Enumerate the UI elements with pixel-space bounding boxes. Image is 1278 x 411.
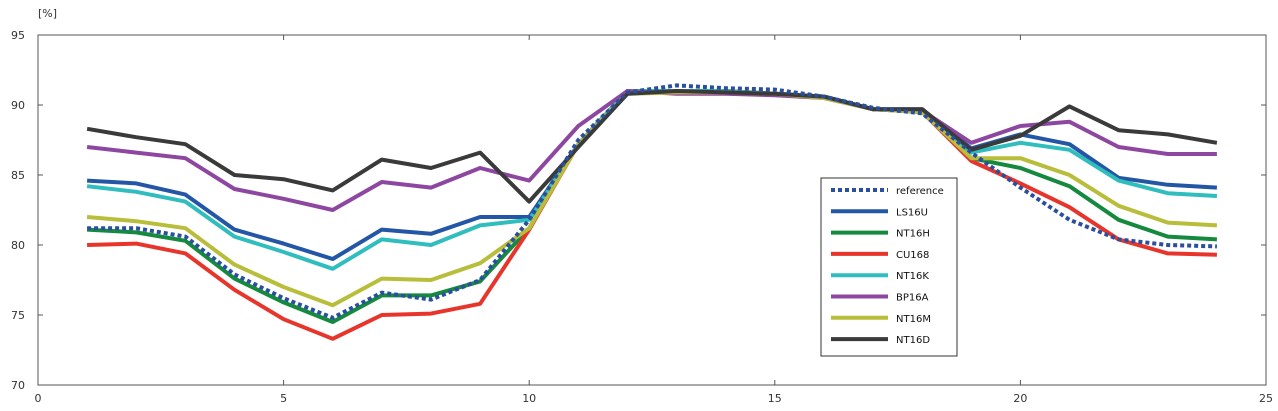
legend-label-bp16a: BP16A — [896, 293, 929, 304]
legend-label-cu168: CU168 — [896, 250, 929, 261]
x-tick-label: 25 — [1259, 392, 1273, 405]
y-tick-label: 95 — [11, 29, 25, 42]
legend-label-nt16k: NT16K — [896, 271, 929, 282]
legend-label-nt16m: NT16M — [896, 314, 931, 325]
legend-items: reference LS16U NT16H CU168 NT16K BP16A NT16M N… — [831, 186, 944, 346]
y-tick-label: 85 — [11, 169, 25, 182]
x-tick-label: 5 — [280, 392, 287, 405]
series-line-cu168 — [87, 89, 1217, 341]
x-tick-label: 10 — [522, 392, 536, 405]
legend-label-nt16d: NT16D — [896, 335, 930, 346]
x-tick-label: 20 — [1013, 392, 1027, 405]
series-line-reference — [87, 83, 1217, 320]
legend-label-reference: reference — [896, 186, 944, 197]
y-tick-label: 80 — [11, 239, 25, 252]
series-line-bp16a — [86, 89, 1217, 212]
y-axis-unit-label: [%] — [38, 7, 57, 20]
y-tick-label: 70 — [11, 379, 25, 392]
legend-label-nt16h: NT16H — [896, 229, 930, 240]
series-line-nt16d — [86, 89, 1218, 204]
legend: reference LS16U NT16H CU168 NT16K BP16A NT16M N… — [820, 177, 958, 357]
series-lines — [86, 83, 1218, 341]
x-tick-label: 0 — [35, 392, 42, 405]
legend-box — [820, 177, 958, 357]
x-tick-label: 15 — [768, 392, 782, 405]
axis-ticks: 0 5 10 15 20 25 70 75 80 85 90 95 — [11, 29, 1273, 405]
legend-label-ls16u: LS16U — [896, 207, 928, 218]
plot-frame — [37, 34, 1267, 386]
y-tick-label: 75 — [11, 309, 25, 322]
y-tick-label: 90 — [11, 99, 25, 112]
